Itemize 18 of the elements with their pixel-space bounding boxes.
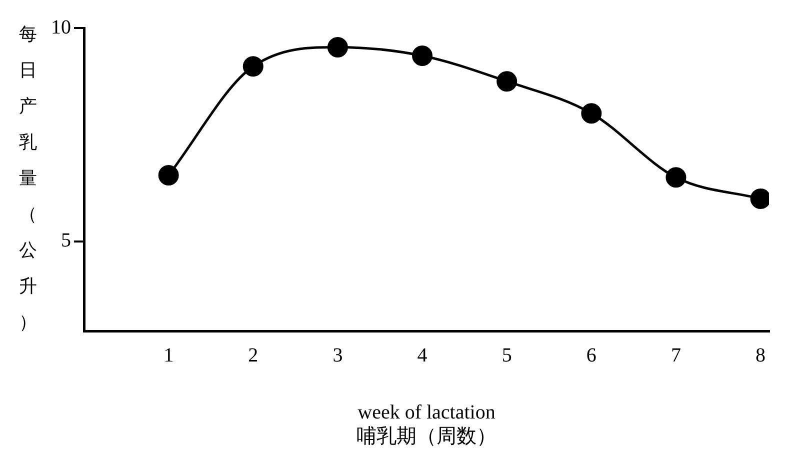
x-tick-label: 4: [417, 344, 428, 366]
point: [666, 167, 686, 188]
x-tick-label: 8: [756, 344, 766, 366]
y-tick-label: 10: [51, 16, 71, 38]
point: [327, 36, 348, 58]
x-tick-label: 2: [248, 344, 258, 366]
x-tick-label: 1: [164, 344, 174, 366]
x-tick-label: 7: [670, 344, 681, 366]
x-axis-title: week of lactation 哺乳期（周数）: [356, 401, 496, 448]
point: [581, 103, 602, 124]
x-tick-label: 5: [502, 344, 512, 366]
x-tick-label: 6: [586, 344, 596, 366]
x-tick-label: 3: [332, 344, 343, 366]
point: [496, 71, 518, 92]
point: [158, 164, 179, 186]
point: [412, 45, 433, 66]
text: 每日产乳量（公升）: [19, 24, 37, 332]
point: [242, 56, 264, 77]
